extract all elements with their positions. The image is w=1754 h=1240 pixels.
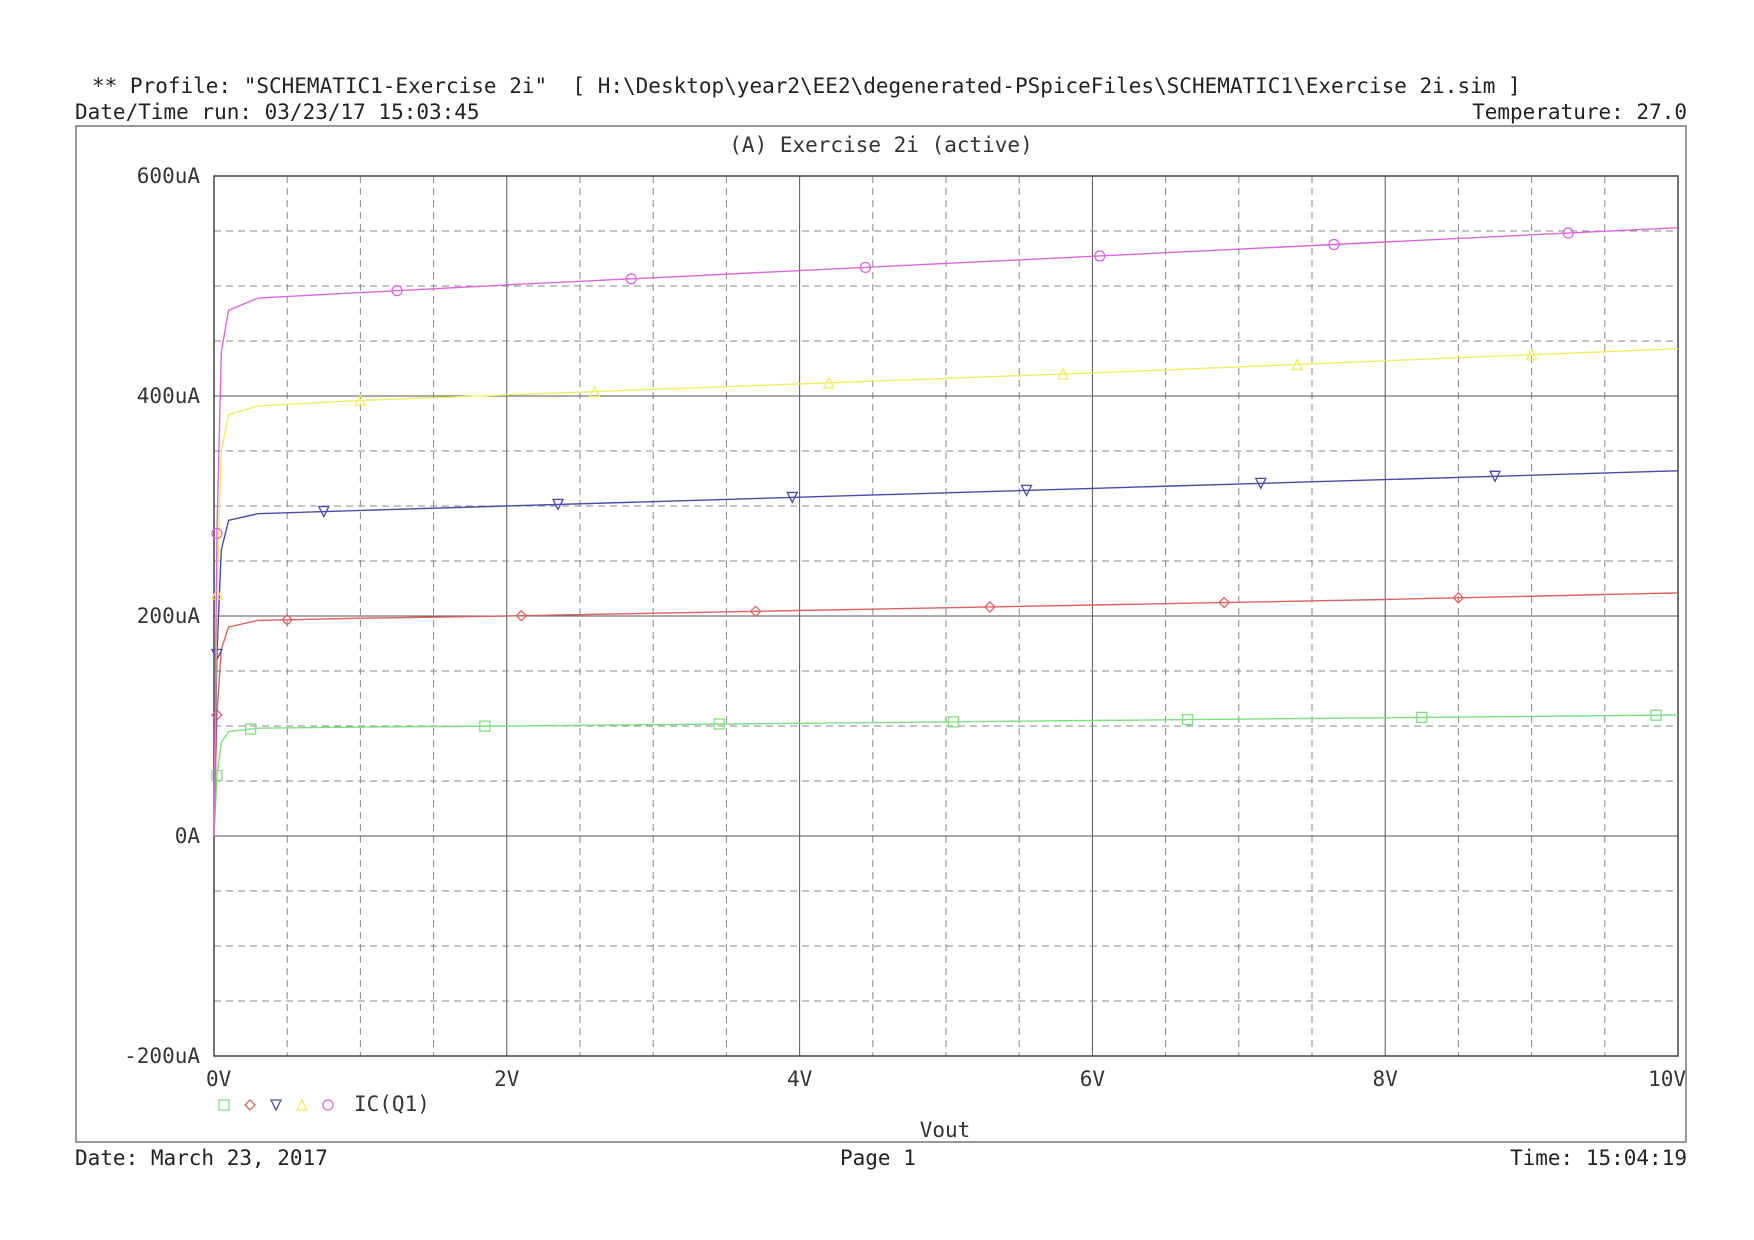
x-tick-label: 10V (1648, 1067, 1686, 1091)
x-tick-label: 8V (1373, 1067, 1399, 1091)
x-tick-label: 0V (206, 1067, 232, 1091)
series-marker (244, 1099, 256, 1111)
x-tick-label: 4V (787, 1067, 813, 1091)
series-marker (281, 613, 294, 626)
series-line (213, 714, 1679, 837)
y-tick-label: 0A (175, 824, 201, 848)
series-marker (588, 385, 601, 398)
series-3 (210, 470, 1679, 837)
series-marker (749, 605, 762, 618)
series-2 (211, 591, 1679, 837)
profile-line: ** Profile: "SCHEMATIC1-Exercise 2i" [ H… (92, 74, 1521, 98)
series-marker (515, 609, 528, 622)
series-marker (1094, 250, 1106, 262)
legend-label: IC(Q1) (354, 1092, 430, 1116)
series-marker (211, 709, 223, 721)
series-line (213, 470, 1679, 837)
y-tick-label: 600uA (137, 164, 201, 188)
plot-area-border (213, 175, 1679, 1057)
y-tick-label: 400uA (137, 384, 201, 408)
series-marker (713, 718, 725, 730)
series-marker (1218, 596, 1231, 609)
series-marker (984, 601, 996, 613)
series-marker (322, 1099, 334, 1111)
series-marker (1181, 713, 1194, 726)
series-1 (211, 709, 1679, 837)
series-marker (551, 498, 565, 511)
series-marker (1020, 484, 1033, 497)
series-5 (211, 227, 1679, 837)
grid (213, 175, 1679, 1057)
series-marker (1254, 477, 1267, 490)
series-marker (479, 720, 491, 732)
series-marker (244, 723, 257, 735)
series-marker (1416, 711, 1428, 724)
series-line (213, 227, 1679, 837)
series-marker (1525, 348, 1538, 361)
series-line (213, 348, 1679, 837)
x-axis-label: Vout (920, 1118, 971, 1142)
series-marker (625, 273, 637, 285)
series-marker (1328, 238, 1340, 251)
series-marker (391, 285, 403, 297)
series-marker (295, 1098, 309, 1111)
y-tick-label: 200uA (137, 604, 201, 628)
series-marker (1291, 357, 1304, 371)
x-tick-label: 2V (494, 1067, 520, 1091)
series-line (213, 592, 1679, 837)
series-marker (859, 261, 872, 274)
series-marker (1562, 227, 1574, 239)
y-tick-label: -200uA (124, 1044, 200, 1068)
legend: IC(Q1) (218, 1092, 430, 1116)
series-marker (786, 491, 799, 504)
chart-title: (A) Exercise 2i (active) (729, 133, 1032, 157)
series-marker (354, 393, 367, 407)
datetime-run: Date/Time run: 03/23/17 15:03:45 (75, 100, 480, 124)
series-marker (317, 505, 330, 519)
x-tick-label: 6V (1080, 1067, 1106, 1091)
footer-date: Date: March 23, 2017 (75, 1146, 328, 1170)
plot-frame (75, 125, 1687, 1143)
series-marker (269, 1099, 283, 1112)
series-marker (822, 376, 835, 389)
series-marker (211, 527, 223, 540)
series-marker (218, 1099, 230, 1111)
temperature: Temperature: 27.0 (1472, 100, 1687, 124)
series-marker (1057, 367, 1070, 380)
series-4 (210, 348, 1679, 837)
series-marker (1452, 591, 1465, 604)
series-marker (1488, 470, 1502, 483)
series-group (210, 227, 1679, 837)
footer-page: Page 1 (840, 1146, 916, 1170)
axes: 0V 2V 4V 6V 8V 10V -200uA 0A 200uA 400uA 600uA (124, 164, 1686, 1091)
series-marker (1650, 709, 1662, 721)
footer-time: Time: 15:04:19 (1509, 1146, 1687, 1170)
series-marker (211, 769, 223, 782)
series-marker (947, 716, 959, 728)
